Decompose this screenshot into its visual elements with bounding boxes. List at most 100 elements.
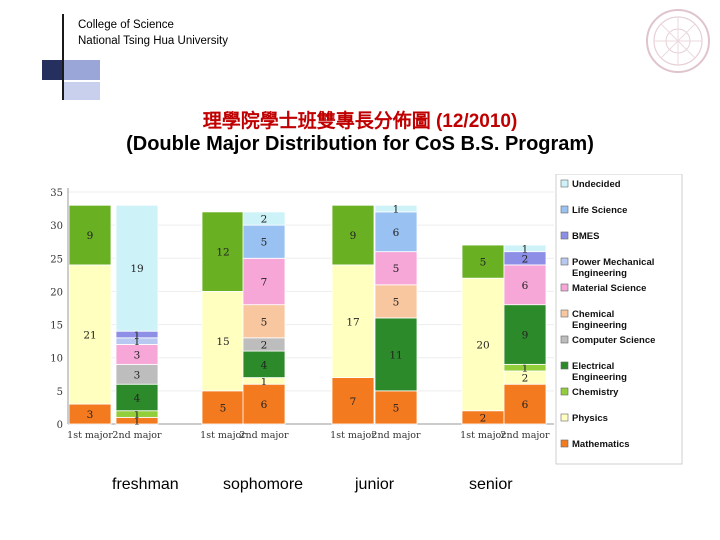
legend-swatch xyxy=(560,179,569,188)
x-tick-label: 2nd major xyxy=(500,430,550,441)
x-tick-label: 1st major xyxy=(330,430,376,441)
y-tick-label: 20 xyxy=(50,287,63,298)
header-college: College of Science xyxy=(78,19,174,31)
legend-swatch xyxy=(560,413,569,422)
bar-segment xyxy=(115,383,159,412)
y-tick-label: 15 xyxy=(50,321,63,332)
legend-swatch xyxy=(560,283,569,292)
legend-label: Material Science xyxy=(572,283,646,294)
year-label-junior: junior xyxy=(355,476,395,493)
header-divider-line xyxy=(62,14,64,100)
data-label: 3 xyxy=(87,409,94,421)
legend-label: Mathematics xyxy=(572,439,630,450)
bar-segment xyxy=(201,211,245,292)
data-label: 2 xyxy=(261,214,268,226)
bar-segment xyxy=(331,204,375,266)
bar-segment xyxy=(374,211,418,253)
x-tick-label: 2nd major xyxy=(239,430,289,441)
bar-segment xyxy=(201,291,245,392)
data-label: 6 xyxy=(522,280,529,292)
legend-swatch xyxy=(560,309,569,318)
bar-segment xyxy=(242,211,286,226)
y-tick-label: 30 xyxy=(50,221,63,232)
bar-segment xyxy=(242,304,286,339)
deco-square-pale xyxy=(64,82,100,100)
data-label: 20 xyxy=(476,339,489,351)
bar-segment xyxy=(68,264,112,405)
data-label: 5 xyxy=(261,237,268,249)
x-tick-label: 2nd major xyxy=(112,430,162,441)
bar-segment xyxy=(331,264,375,378)
data-label: 1 xyxy=(134,409,141,421)
data-label: 21 xyxy=(83,330,96,342)
data-label: 5 xyxy=(261,316,268,328)
data-label: 1 xyxy=(522,363,529,375)
legend-label: Chemistry xyxy=(572,387,619,398)
legend-swatch xyxy=(560,205,569,214)
data-label: 5 xyxy=(393,402,400,414)
data-label: 2 xyxy=(522,373,529,385)
legend-label: Chemical xyxy=(572,309,614,320)
data-label: 1 xyxy=(134,330,141,342)
legend-label: Physics xyxy=(572,413,608,424)
data-label: 9 xyxy=(522,330,529,342)
data-label: 2 xyxy=(480,412,487,424)
data-label: 7 xyxy=(350,396,357,408)
legend-label: Life Science xyxy=(572,205,627,216)
data-label: 3 xyxy=(134,349,141,361)
data-label: 9 xyxy=(350,230,357,242)
legend-label: Engineering xyxy=(572,268,627,279)
bar-segment xyxy=(374,317,418,392)
x-tick-label: 1st major xyxy=(460,430,506,441)
bar-segment xyxy=(374,204,418,213)
bar-segment xyxy=(115,204,159,332)
deco-square-light xyxy=(64,60,100,80)
data-label: 19 xyxy=(130,263,143,275)
data-label: 11 xyxy=(389,349,402,361)
legend-label: Power Mechanical xyxy=(572,257,654,268)
deco-square-dark xyxy=(42,60,62,80)
bar-segment xyxy=(242,383,286,425)
y-tick-label: 5 xyxy=(57,387,63,398)
legend-label: BMES xyxy=(572,231,599,242)
data-label: 6 xyxy=(393,227,400,239)
legend-label: Electrical xyxy=(572,361,614,372)
data-label: 12 xyxy=(216,247,229,259)
bar-segment xyxy=(374,251,418,286)
data-label: 7 xyxy=(261,276,268,288)
title-english: (Double Major Distribution for CoS B.S. … xyxy=(126,133,594,155)
data-label: 1 xyxy=(134,336,141,348)
bar-segment xyxy=(242,224,286,259)
university-seal-icon xyxy=(646,9,710,73)
data-label: 3 xyxy=(134,369,141,381)
data-label: 6 xyxy=(261,399,268,411)
y-tick-label: 25 xyxy=(50,254,63,265)
bar-segment xyxy=(242,350,286,378)
legend-swatch xyxy=(560,257,569,266)
y-tick-label: 35 xyxy=(50,188,63,199)
legend-swatch xyxy=(560,387,569,396)
data-label: 5 xyxy=(393,296,400,308)
data-label: 5 xyxy=(480,257,487,269)
bar-segment xyxy=(461,277,505,412)
bar-segment xyxy=(374,390,418,425)
legend-swatch xyxy=(560,335,569,344)
data-label: 6 xyxy=(522,399,529,411)
year-label-senior: senior xyxy=(469,476,513,493)
bar-segment xyxy=(461,244,505,279)
bar-segment xyxy=(331,377,375,425)
data-label: 1 xyxy=(522,243,529,255)
title-chinese: 理學院學士班雙專長分佈圖 (12/2010) xyxy=(202,111,518,132)
bar-segment xyxy=(68,204,112,266)
data-label: 1 xyxy=(134,416,141,428)
bar-segment xyxy=(503,304,547,365)
data-label: 9 xyxy=(87,230,94,242)
x-tick-label: 1st major xyxy=(67,430,113,441)
y-tick-label: 10 xyxy=(50,354,63,365)
y-tick-label: 0 xyxy=(57,420,63,431)
legend-swatch xyxy=(560,439,569,448)
data-label: 15 xyxy=(216,336,229,348)
bar-segment xyxy=(242,257,286,306)
legend-box xyxy=(555,174,683,465)
